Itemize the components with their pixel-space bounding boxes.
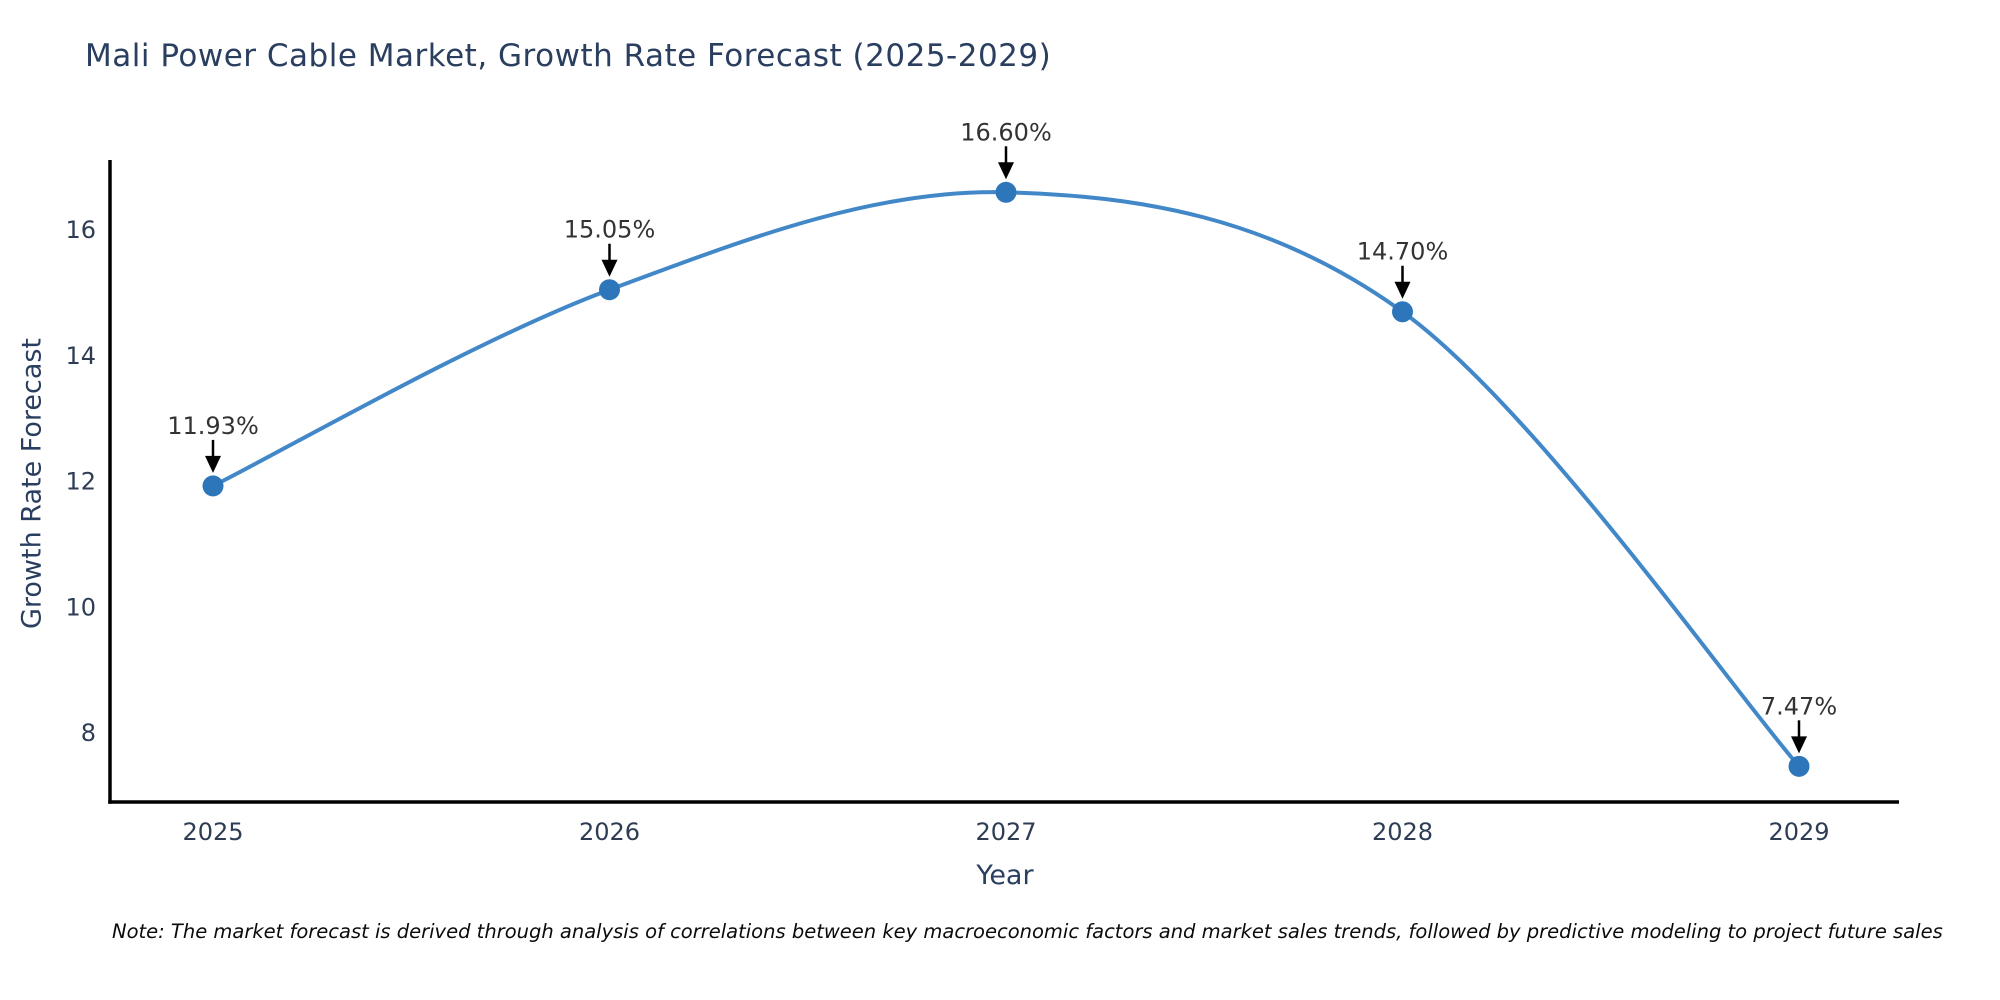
data-point-marker xyxy=(995,181,1017,203)
annotation-arrow-head xyxy=(1394,281,1411,299)
y-tick-label: 12 xyxy=(65,468,96,496)
data-point-marker xyxy=(202,475,224,497)
annotation-arrow-head xyxy=(205,455,221,473)
x-tick-label: 2027 xyxy=(975,818,1036,846)
data-point-marker xyxy=(1788,755,1810,777)
x-tick-label: 2025 xyxy=(182,818,243,846)
forecast-line xyxy=(211,190,1801,769)
x-tick-label: 2029 xyxy=(1768,818,1829,846)
y-tick-label: 10 xyxy=(65,593,96,621)
data-point-marker xyxy=(1392,301,1413,323)
annotation-arrow-head xyxy=(1791,736,1807,754)
data-point-label: 7.47% xyxy=(1761,692,1837,720)
y-tick-label: 14 xyxy=(65,342,96,370)
annotation-arrow-head xyxy=(998,162,1014,180)
y-tick-label: 8 xyxy=(81,719,96,747)
y-tick-label: 16 xyxy=(65,216,96,244)
annotation-arrow-head xyxy=(601,259,618,277)
data-point-label: 11.93% xyxy=(167,412,259,440)
data-point-label: 15.05% xyxy=(564,216,656,244)
data-point-marker xyxy=(599,279,620,301)
x-tick-label: 2028 xyxy=(1372,818,1433,846)
data-point-label: 14.70% xyxy=(1357,238,1449,266)
data-point-label: 16.60% xyxy=(960,118,1052,146)
x-tick-label: 2026 xyxy=(579,818,640,846)
chart-note: Note: The market forecast is derived thr… xyxy=(112,920,1943,943)
x-axis-title: Year xyxy=(976,860,1034,891)
chart-title: Mali Power Cable Market, Growth Rate For… xyxy=(85,38,1052,74)
